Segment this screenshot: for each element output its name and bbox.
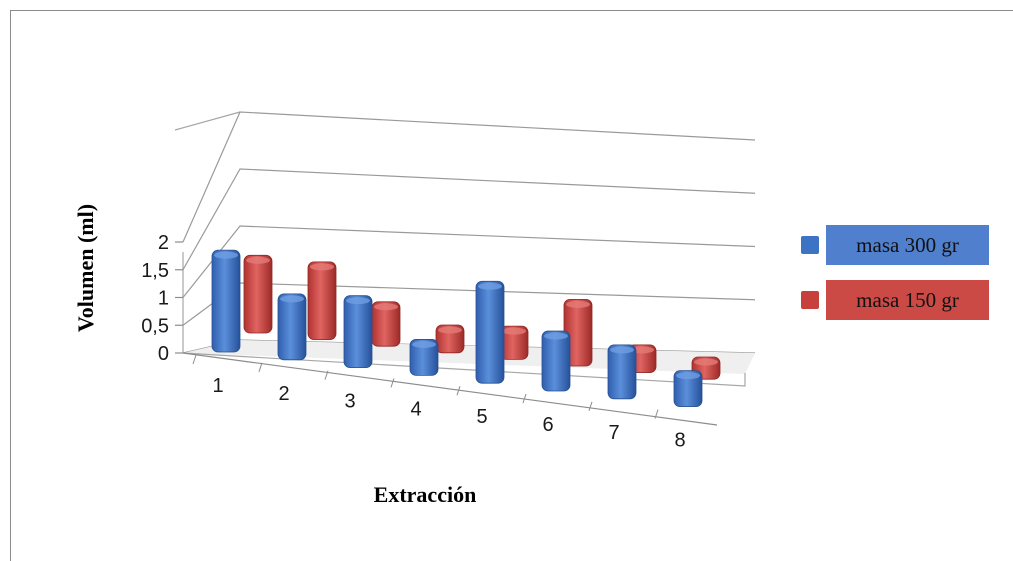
x-tick-mark <box>654 409 659 419</box>
x-tick-label: 4 <box>410 398 421 420</box>
chart-frame <box>10 10 1013 561</box>
x-tick-label: 7 <box>608 422 619 444</box>
y-tick-labels: 0 0,5 1 1,5 2 <box>141 232 169 365</box>
gridline <box>182 168 756 271</box>
x-axis-line <box>182 352 718 426</box>
x-tick-mark <box>390 378 395 388</box>
bar-masa-150-gr-1 <box>243 254 273 334</box>
bars <box>211 249 721 407</box>
bar-masa-300-gr-7 <box>607 344 637 400</box>
bar-masa-300-gr-4 <box>409 339 439 376</box>
bar-masa-300-gr-8 <box>673 370 703 407</box>
y-tick-label: 1,5 <box>141 260 169 282</box>
x-tick-label: 3 <box>344 391 355 413</box>
bar-masa-300-gr-1 <box>211 249 241 353</box>
gridline <box>182 225 756 298</box>
bar-masa-300-gr-3 <box>343 295 373 368</box>
y-tick-label: 2 <box>158 232 169 254</box>
y-tick-label: 0,5 <box>141 315 169 337</box>
top-wall-edge <box>174 111 241 131</box>
gridline <box>182 111 756 243</box>
x-tick-mark <box>588 401 593 411</box>
x-tick-label: 2 <box>278 383 289 405</box>
bar-masa-300-gr-2 <box>277 293 307 361</box>
x-tick-mark <box>456 386 461 396</box>
bar-masa-150-gr-3 <box>371 301 401 347</box>
x-tick-label: 5 <box>476 406 487 428</box>
bar-masa-150-gr-2 <box>307 261 337 340</box>
y-tick-label: 1 <box>158 288 169 310</box>
y-tick-label: 0 <box>158 343 169 365</box>
y-axis-title: Volumen (ml) <box>73 204 98 332</box>
legend-marker <box>801 236 819 254</box>
x-tick-mark <box>522 393 527 404</box>
x-tick-label: 6 <box>542 414 553 436</box>
x-tick-labels: 1 2 3 4 5 6 7 8 <box>192 354 686 452</box>
bar-masa-300-gr-5 <box>475 280 505 384</box>
legend-entry: masa 150 gr <box>826 280 989 320</box>
x-axis-title: Extracción <box>374 482 477 507</box>
x-tick-label: 8 <box>674 430 685 452</box>
legend-marker <box>801 291 819 309</box>
chart-floor <box>182 340 755 426</box>
bar-masa-150-gr-4 <box>435 324 465 354</box>
x-tick-label: 1 <box>212 375 223 397</box>
legend-entry: masa 300 gr <box>826 225 989 265</box>
x-tick-mark <box>258 362 263 372</box>
floor-plane <box>183 340 755 374</box>
x-tick-mark <box>324 370 329 380</box>
x-tick-mark <box>192 354 197 365</box>
bar-masa-150-gr-5 <box>499 325 529 360</box>
bar-masa-300-gr-6 <box>541 330 571 392</box>
